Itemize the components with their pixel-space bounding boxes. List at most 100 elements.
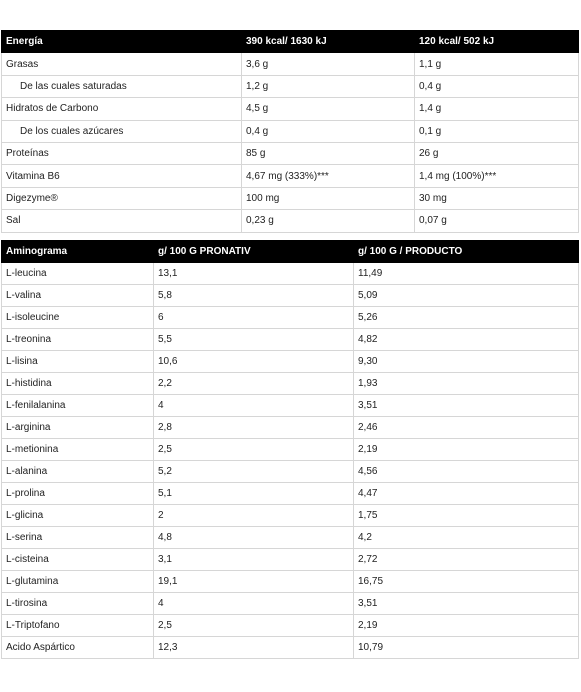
amino-acid-name: L-leucina	[1, 262, 154, 285]
amino-value-pronativ: 5,8	[153, 284, 354, 307]
nutrition-header-row: Energía 390 kcal/ 1630 kJ 120 kcal/ 502 …	[1, 29, 579, 54]
table-row: L-lisina 10,6 9,30	[1, 350, 579, 373]
amino-acid-name: L-glutamina	[1, 570, 154, 593]
nutrient-value-serving: 0,1 g	[414, 119, 579, 143]
amino-acid-name: L-cisteina	[1, 548, 154, 571]
header-cell-per-100g-product: g/ 100 G / PRODUCTO	[353, 240, 579, 263]
table-row: L-glutamina 19,1 16,75	[1, 570, 579, 593]
nutrient-value-serving: 0,4 g	[414, 74, 579, 99]
table-row: L-isoleucine 6 5,26	[1, 306, 579, 329]
table-row: Hidratos de Carbono 4,5 g 1,4 g	[1, 97, 579, 121]
amino-value-product: 2,19	[353, 614, 579, 637]
nutrient-value-serving: 30 mg	[414, 186, 579, 211]
amino-acid-name: L-alanina	[1, 460, 154, 483]
amino-acid-name: L-lisina	[1, 350, 154, 373]
amino-value-product: 4,2	[353, 526, 579, 549]
amino-acid-name: L-isoleucine	[1, 306, 154, 329]
amino-value-product: 1,75	[353, 504, 579, 527]
table-row: L-tirosina 4 3,51	[1, 592, 579, 615]
amino-acid-name: L-fenilalanina	[1, 394, 154, 417]
amino-value-product: 2,72	[353, 548, 579, 571]
table-row: Vitamina B6 4,67 mg (333%)*** 1,4 mg (10…	[1, 164, 579, 188]
header-cell-value-100g: 390 kcal/ 1630 kJ	[241, 29, 415, 54]
amino-value-pronativ: 2,5	[153, 438, 354, 461]
table-row: L-leucina 13,1 11,49	[1, 262, 579, 285]
table-row: L-prolina 5,1 4,47	[1, 482, 579, 505]
table-row: De los cuales azúcares 0,4 g 0,1 g	[1, 119, 579, 143]
amino-value-pronativ: 5,2	[153, 460, 354, 483]
nutrient-value-100g: 0,23 g	[241, 209, 415, 233]
header-cell-aminogram: Aminograma	[1, 240, 154, 263]
amino-acid-name: L-metionina	[1, 438, 154, 461]
table-row: L-histidina 2,2 1,93	[1, 372, 579, 395]
amino-value-pronativ: 4	[153, 592, 354, 615]
nutrient-name: Hidratos de Carbono	[1, 97, 242, 121]
amino-acid-name: L-Triptofano	[1, 614, 154, 637]
amino-value-product: 4,56	[353, 460, 579, 483]
nutrient-value-serving: 0,07 g	[414, 209, 579, 233]
amino-value-product: 2,46	[353, 416, 579, 439]
table-row: L-valina 5,8 5,09	[1, 284, 579, 307]
table-row: L-arginina 2,8 2,46	[1, 416, 579, 439]
amino-value-pronativ: 2	[153, 504, 354, 527]
table-row: Sal 0,23 g 0,07 g	[1, 209, 579, 233]
table-row: L-cisteina 3,1 2,72	[1, 548, 579, 571]
nutrition-table: Energía 390 kcal/ 1630 kJ 120 kcal/ 502 …	[1, 29, 579, 233]
table-row: Digezyme® 100 mg 30 mg	[1, 186, 579, 211]
table-row: L-treonina 5,5 4,82	[1, 328, 579, 351]
amino-value-product: 2,19	[353, 438, 579, 461]
amino-value-pronativ: 2,2	[153, 372, 354, 395]
amino-value-product: 11,49	[353, 262, 579, 285]
nutrient-value-100g: 4,5 g	[241, 97, 415, 121]
table-row: Grasas 3,6 g 1,1 g	[1, 52, 579, 76]
nutrient-name: De las cuales saturadas	[1, 74, 242, 99]
header-cell-energy: Energía	[1, 29, 242, 54]
nutrient-value-100g: 85 g	[241, 141, 415, 166]
amino-acid-name: L-tirosina	[1, 592, 154, 615]
amino-value-pronativ: 4,8	[153, 526, 354, 549]
amino-value-product: 4,82	[353, 328, 579, 351]
amino-value-product: 10,79	[353, 636, 579, 659]
amino-value-product: 4,47	[353, 482, 579, 505]
nutrient-name: Proteínas	[1, 141, 242, 166]
amino-value-product: 9,30	[353, 350, 579, 373]
nutrient-value-serving: 26 g	[414, 141, 579, 166]
amino-value-pronativ: 5,1	[153, 482, 354, 505]
nutrient-name: Digezyme®	[1, 186, 242, 211]
aminogram-table: Aminograma g/ 100 G PRONATIV g/ 100 G / …	[1, 240, 579, 659]
table-row: De las cuales saturadas 1,2 g 0,4 g	[1, 74, 579, 99]
amino-value-pronativ: 4	[153, 394, 354, 417]
amino-value-pronativ: 2,8	[153, 416, 354, 439]
amino-value-pronativ: 5,5	[153, 328, 354, 351]
nutrient-value-100g: 4,67 mg (333%)***	[241, 164, 415, 188]
amino-value-pronativ: 19,1	[153, 570, 354, 593]
amino-value-pronativ: 10,6	[153, 350, 354, 373]
nutrient-value-100g: 100 mg	[241, 186, 415, 211]
amino-value-product: 3,51	[353, 592, 579, 615]
header-cell-value-serving: 120 kcal/ 502 kJ	[414, 29, 579, 54]
table-row: L-alanina 5,2 4,56	[1, 460, 579, 483]
table-row: L-metionina 2,5 2,19	[1, 438, 579, 461]
amino-value-pronativ: 13,1	[153, 262, 354, 285]
nutrient-value-serving: 1,4 g	[414, 97, 579, 121]
nutrient-value-serving: 1,4 mg (100%)***	[414, 164, 579, 188]
table-row: L-glicina 2 1,75	[1, 504, 579, 527]
amino-value-pronativ: 3,1	[153, 548, 354, 571]
nutrient-name: Sal	[1, 209, 242, 233]
header-cell-per-100g-pronativ: g/ 100 G PRONATIV	[153, 240, 354, 263]
amino-acid-name: L-arginina	[1, 416, 154, 439]
table-row: Acido Aspártico 12,3 10,79	[1, 636, 579, 659]
table-row: L-Triptofano 2,5 2,19	[1, 614, 579, 637]
amino-acid-name: L-prolina	[1, 482, 154, 505]
amino-value-product: 5,26	[353, 306, 579, 329]
nutrient-name: De los cuales azúcares	[1, 119, 242, 143]
amino-acid-name: L-treonina	[1, 328, 154, 351]
nutrient-value-100g: 3,6 g	[241, 52, 415, 76]
amino-acid-name: L-histidina	[1, 372, 154, 395]
nutrient-name: Vitamina B6	[1, 164, 242, 188]
table-row: Proteínas 85 g 26 g	[1, 141, 579, 166]
amino-value-product: 3,51	[353, 394, 579, 417]
nutrient-value-serving: 1,1 g	[414, 52, 579, 76]
amino-acid-name: L-serina	[1, 526, 154, 549]
amino-value-pronativ: 6	[153, 306, 354, 329]
